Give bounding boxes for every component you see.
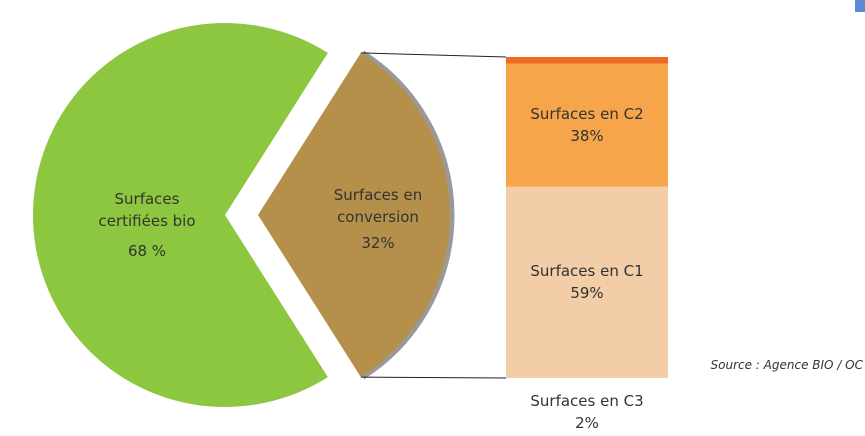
label: Surfaces en conversion xyxy=(333,186,423,226)
label: Surfaces en C3 xyxy=(530,392,644,410)
label: 38% xyxy=(570,127,604,146)
source: Source : Agence BIO / OC xyxy=(710,358,863,372)
label: 68 % xyxy=(127,242,167,260)
bar-segment xyxy=(506,57,668,64)
label: Surfaces en C2 xyxy=(530,105,644,124)
bar-segment xyxy=(506,186,668,378)
label: Surfaces certifiées bio xyxy=(98,190,196,230)
label: 2% xyxy=(575,414,599,432)
bar-segment xyxy=(506,63,668,187)
corner-decoration xyxy=(855,0,865,12)
slice-shadow xyxy=(361,50,455,380)
label: Surfaces en C1 xyxy=(530,262,644,281)
label: 32% xyxy=(361,234,395,252)
connector xyxy=(360,376,507,379)
connector xyxy=(360,52,507,58)
pie-slice xyxy=(258,52,451,378)
label: 59% xyxy=(570,284,604,303)
pie-slice xyxy=(33,23,328,408)
